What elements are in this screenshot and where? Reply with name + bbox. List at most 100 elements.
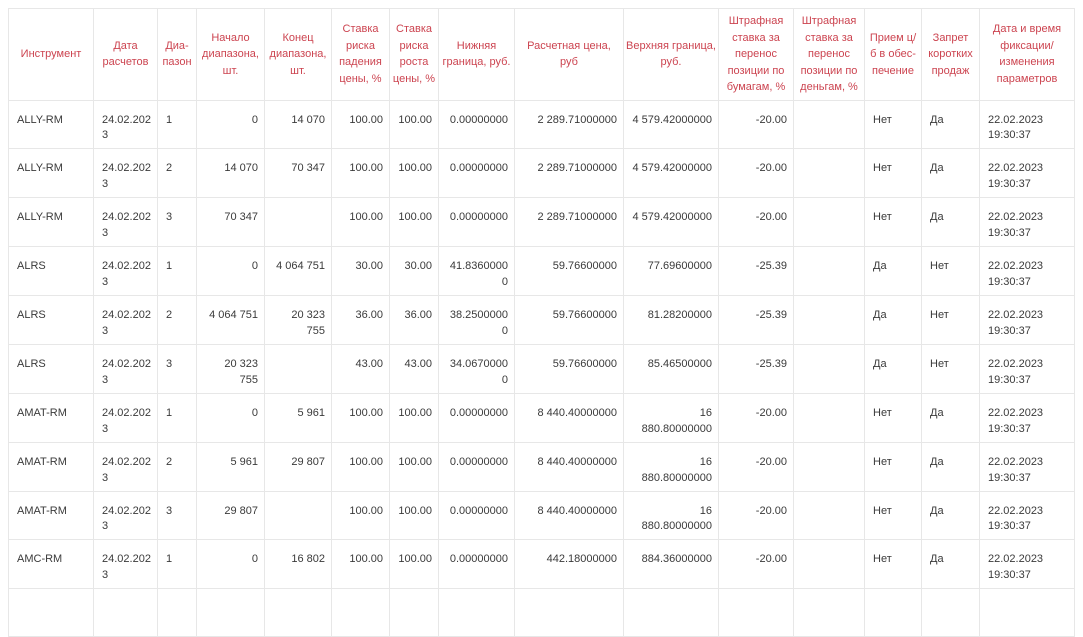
header-row: Инструмент Дата расчетов Диа-пазон Начало д… (8, 8, 1075, 101)
table-cell: 70 347 (196, 197, 265, 248)
table-cell: 24.02.2023 (93, 343, 158, 394)
table-cell: 100.00 (389, 392, 439, 443)
table-cell (793, 343, 865, 394)
table-cell: 5 961 (196, 441, 265, 492)
table-cell: 24.02.2023 (93, 490, 158, 541)
table-row: ALLY-RM 24.02.2023 2 14 070 70 347 100.00 100.… (8, 148, 1075, 199)
table-cell: 8 440.40000000 (514, 441, 624, 492)
table-cell: 22.02.2023 19:30:37 (979, 490, 1075, 541)
table-cell: 100.00 (331, 148, 390, 199)
table-cell: 14 070 (264, 99, 332, 150)
table-cell: Да (921, 441, 980, 492)
table-cell: Да (864, 246, 922, 296)
table-cell: 59.76600000 (514, 343, 624, 394)
table-cell: Да (864, 295, 922, 345)
table-cell: 4 064 751 (196, 295, 265, 345)
table-cell: ALRS (8, 343, 94, 394)
table-cell: 0 (196, 246, 265, 296)
table-cell: 0.00000000 (438, 99, 515, 150)
table-cell: Нет (921, 343, 980, 394)
table-cell: 3 (157, 197, 197, 248)
table-cell: 100.00 (331, 539, 390, 590)
table-cell: Нет (864, 99, 922, 150)
table-cell: 24.02.2023 (93, 148, 158, 199)
table-cell (264, 588, 332, 637)
column-header: Дата расчетов (93, 8, 158, 101)
table-cell: 22.02.2023 19:30:37 (979, 246, 1075, 296)
table-cell (793, 148, 865, 199)
table-cell: 43.00 (389, 343, 439, 394)
table-cell: 20 323 755 (196, 343, 265, 394)
table-cell: 0.00000000 (438, 197, 515, 248)
column-header: Ставка риска падения цены, % (331, 8, 390, 101)
table-cell: 59.76600000 (514, 295, 624, 345)
table-cell: 100.00 (389, 539, 439, 590)
table-header: Инструмент Дата расчетов Диа-пазон Начало д… (8, 8, 1075, 101)
table-cell: 3 (157, 490, 197, 541)
table-cell (93, 588, 158, 637)
table-cell: 22.02.2023 19:30:37 (979, 441, 1075, 492)
table-cell: 30.00 (389, 246, 439, 296)
table-row: AMAT-RM 24.02.2023 3 29 807 100.00 100.00 0.00… (8, 490, 1075, 541)
table-cell: 2 (157, 148, 197, 199)
table-cell: Да (921, 148, 980, 199)
column-header: Штрафная ставка за перенос позиции по де… (793, 8, 865, 101)
table-cell: 24.02.2023 (93, 197, 158, 248)
table-cell: 22.02.2023 19:30:37 (979, 148, 1075, 199)
table-cell: ALLY-RM (8, 197, 94, 248)
table-cell: -25.39 (718, 343, 794, 394)
column-header: Запрет коротких продаж (921, 8, 980, 101)
column-header: Конец диапазона, шт. (264, 8, 332, 101)
table-cell: 0.00000000 (438, 148, 515, 199)
table-cell (864, 588, 922, 637)
table-cell: Нет (864, 148, 922, 199)
table-cell: 16 880.80000000 (623, 392, 719, 443)
table-row: ALLY-RM 24.02.2023 1 0 14 070 100.00 100.00 0.0… (8, 99, 1075, 150)
table-cell: 0.00000000 (438, 490, 515, 541)
table-cell (389, 588, 439, 637)
table-cell: Да (921, 392, 980, 443)
table-cell: 59.76600000 (514, 246, 624, 296)
table-cell: 2 289.71000000 (514, 99, 624, 150)
table-cell: 85.46500000 (623, 343, 719, 394)
table-row: AMAT-RM 24.02.2023 2 5 961 29 807 100.00 100.0… (8, 441, 1075, 492)
table-cell: 41.83600000 (438, 246, 515, 296)
table-cell: 100.00 (389, 99, 439, 150)
table-cell: 4 579.42000000 (623, 148, 719, 199)
table-cell: 8 440.40000000 (514, 490, 624, 541)
table-cell (157, 588, 197, 637)
table-cell: 24.02.2023 (93, 392, 158, 443)
table-cell: Да (921, 539, 980, 590)
table-cell: Нет (864, 441, 922, 492)
table-cell (793, 539, 865, 590)
table-cell: 24.02.2023 (93, 441, 158, 492)
table-cell: AMAT-RM (8, 490, 94, 541)
table-cell: 100.00 (331, 99, 390, 150)
table-cell: 22.02.2023 19:30:37 (979, 539, 1075, 590)
table-cell: -20.00 (718, 99, 794, 150)
table-cell: 100.00 (331, 441, 390, 492)
table-cell: 100.00 (331, 197, 390, 248)
table-cell: 38.25000000 (438, 295, 515, 345)
column-header: Диа-пазон (157, 8, 197, 101)
table-cell: Нет (921, 295, 980, 345)
table-cell: 0.00000000 (438, 441, 515, 492)
table-cell: ALRS (8, 295, 94, 345)
table-cell (921, 588, 980, 637)
table-cell (514, 588, 624, 637)
table-cell: 4 579.42000000 (623, 99, 719, 150)
column-header: Нижняя граница, руб. (438, 8, 515, 101)
table-cell: 24.02.2023 (93, 246, 158, 296)
table-cell: 36.00 (389, 295, 439, 345)
table-cell: 43.00 (331, 343, 390, 394)
table-cell: 3 (157, 343, 197, 394)
table-cell: 5 961 (264, 392, 332, 443)
table-cell: Нет (864, 392, 922, 443)
column-header: Дата и время фиксации/ изменения парамет… (979, 8, 1075, 101)
column-header: Прием ц/б в обес-печение (864, 8, 922, 101)
table-cell (196, 588, 265, 637)
table-cell: 8 440.40000000 (514, 392, 624, 443)
page: { "theme": { "header_text_color": "#cc44… (8, 8, 1075, 637)
table-cell (793, 441, 865, 492)
table-cell: ALRS (8, 246, 94, 296)
